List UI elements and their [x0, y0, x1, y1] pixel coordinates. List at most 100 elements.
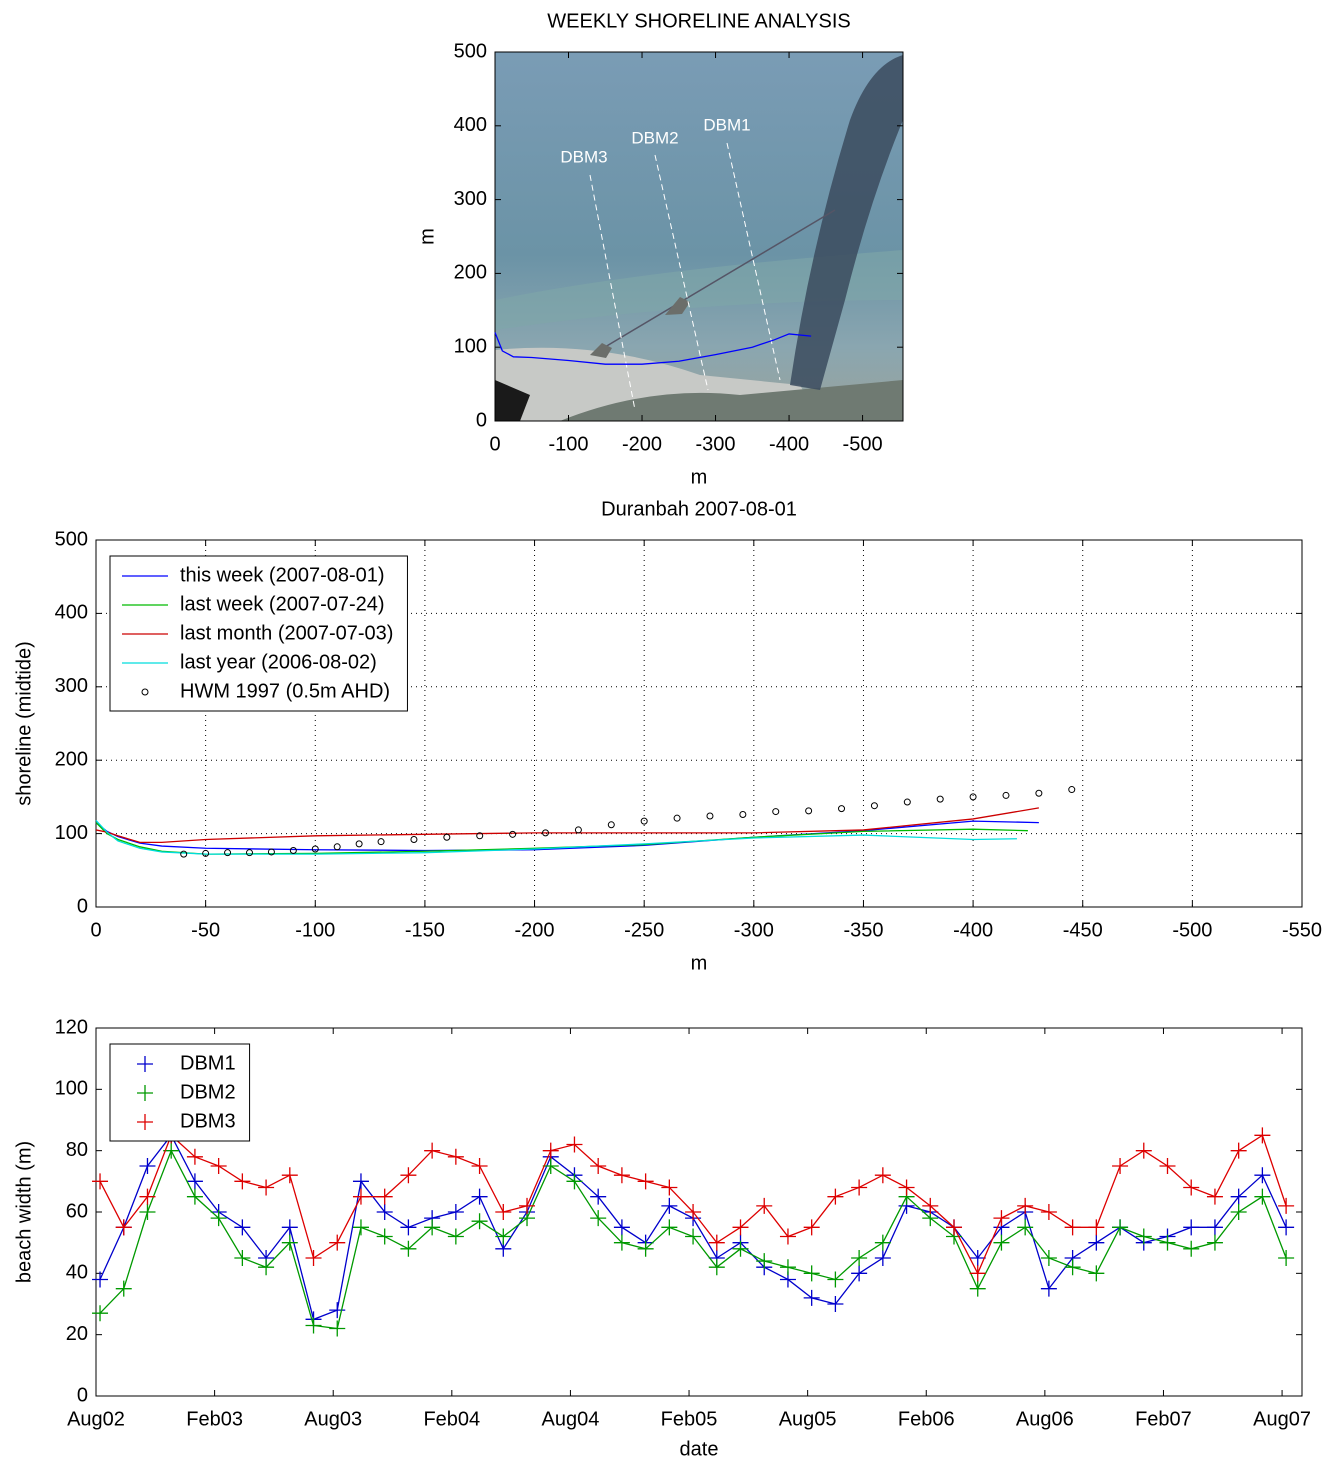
- y-tick-label: 40: [66, 1262, 88, 1284]
- legend-marker: [137, 1114, 153, 1130]
- point: [471, 1213, 488, 1230]
- point: [1040, 1250, 1057, 1266]
- legend-label: DBM2: [180, 1081, 236, 1103]
- point: [685, 1228, 702, 1245]
- point: [870, 802, 878, 810]
- point: [180, 850, 188, 858]
- point: [566, 1173, 583, 1190]
- point: [1183, 1179, 1200, 1196]
- legend-label: DBM1: [180, 1052, 236, 1074]
- point: [851, 1250, 868, 1266]
- point: [827, 1188, 844, 1205]
- point: [1088, 1234, 1105, 1251]
- point: [377, 838, 385, 846]
- legend-label: last week (2007-07-24): [180, 593, 385, 615]
- point: [1017, 1219, 1034, 1236]
- legend-label: HWM 1997 (0.5m AHD): [180, 680, 390, 702]
- point: [779, 1228, 796, 1245]
- point: [936, 795, 944, 803]
- point: [281, 1219, 298, 1236]
- point: [566, 1136, 583, 1153]
- y-tick-label: 20: [66, 1323, 88, 1345]
- point: [471, 1158, 488, 1174]
- point: [874, 1234, 891, 1251]
- point: [542, 1142, 559, 1159]
- x-tick-label: -250: [624, 919, 664, 941]
- point: [969, 1250, 986, 1266]
- legend-marker: [141, 688, 149, 696]
- point: [1254, 1167, 1271, 1184]
- chart-title: Duranbah 2007-08-01: [601, 498, 797, 520]
- y-tick-label: 500: [55, 528, 88, 550]
- point: [1035, 789, 1043, 797]
- point: [333, 843, 341, 851]
- point: [509, 830, 517, 838]
- point: [311, 845, 319, 853]
- point: [1206, 1234, 1223, 1251]
- point: [281, 1167, 298, 1184]
- point: [1278, 1250, 1295, 1266]
- point: [1230, 1188, 1247, 1205]
- point: [613, 1219, 630, 1236]
- photo-rocks: [590, 297, 690, 358]
- point: [756, 1197, 773, 1214]
- point: [352, 1173, 369, 1190]
- y-tick-label: 500: [454, 40, 487, 62]
- legend-marker: [137, 1056, 153, 1072]
- y-axis-label: beach width (m): [13, 1141, 35, 1283]
- series-line: [95, 822, 1028, 855]
- x-axis-label: m: [691, 466, 708, 488]
- point: [447, 1204, 464, 1220]
- point: [400, 1167, 417, 1184]
- point: [922, 1197, 939, 1214]
- point: [210, 1158, 227, 1174]
- point: [92, 1173, 109, 1190]
- photo-wave: [495, 250, 903, 330]
- point: [1230, 1142, 1247, 1159]
- point: [590, 1188, 607, 1205]
- point: [352, 1188, 369, 1205]
- point: [355, 840, 363, 848]
- point: [851, 1265, 868, 1282]
- annotation: DBM1: [703, 115, 750, 134]
- y-tick-label: 120: [55, 1016, 88, 1038]
- transect-line: [654, 154, 709, 391]
- point: [661, 1179, 678, 1196]
- point: [1159, 1234, 1176, 1251]
- point: [245, 849, 253, 857]
- point: [827, 1271, 844, 1288]
- photo-groyne: [599, 209, 836, 351]
- point: [1135, 1228, 1152, 1245]
- point: [803, 1289, 820, 1306]
- point: [329, 1234, 346, 1251]
- point: [590, 1158, 607, 1174]
- x-tick-label: Feb04: [423, 1408, 480, 1430]
- point: [732, 1219, 749, 1236]
- point: [574, 826, 582, 834]
- point: [640, 817, 648, 825]
- point: [519, 1197, 536, 1214]
- point: [352, 1219, 369, 1236]
- point: [661, 1197, 678, 1214]
- annotation: DBM2: [631, 128, 678, 147]
- point: [685, 1204, 702, 1220]
- point: [424, 1142, 441, 1159]
- point: [969, 793, 977, 801]
- point: [443, 833, 451, 841]
- point: [1017, 1197, 1034, 1214]
- x-tick-label: -300: [696, 433, 736, 455]
- point: [329, 1320, 346, 1337]
- point: [447, 1148, 464, 1165]
- legend: this week (2007-08-01) last week (2007-07…: [109, 555, 408, 712]
- point: [1183, 1219, 1200, 1236]
- point: [1088, 1219, 1105, 1236]
- point: [281, 1234, 298, 1251]
- x-tick-label: -100: [295, 919, 335, 941]
- legend-label: last year (2006-08-02): [180, 651, 377, 673]
- x-tick-label: Aug05: [779, 1408, 837, 1430]
- point: [92, 1271, 109, 1288]
- series-line: [494, 332, 812, 365]
- point: [1112, 1158, 1129, 1174]
- point: [234, 1219, 251, 1236]
- y-tick-label: 400: [55, 602, 88, 624]
